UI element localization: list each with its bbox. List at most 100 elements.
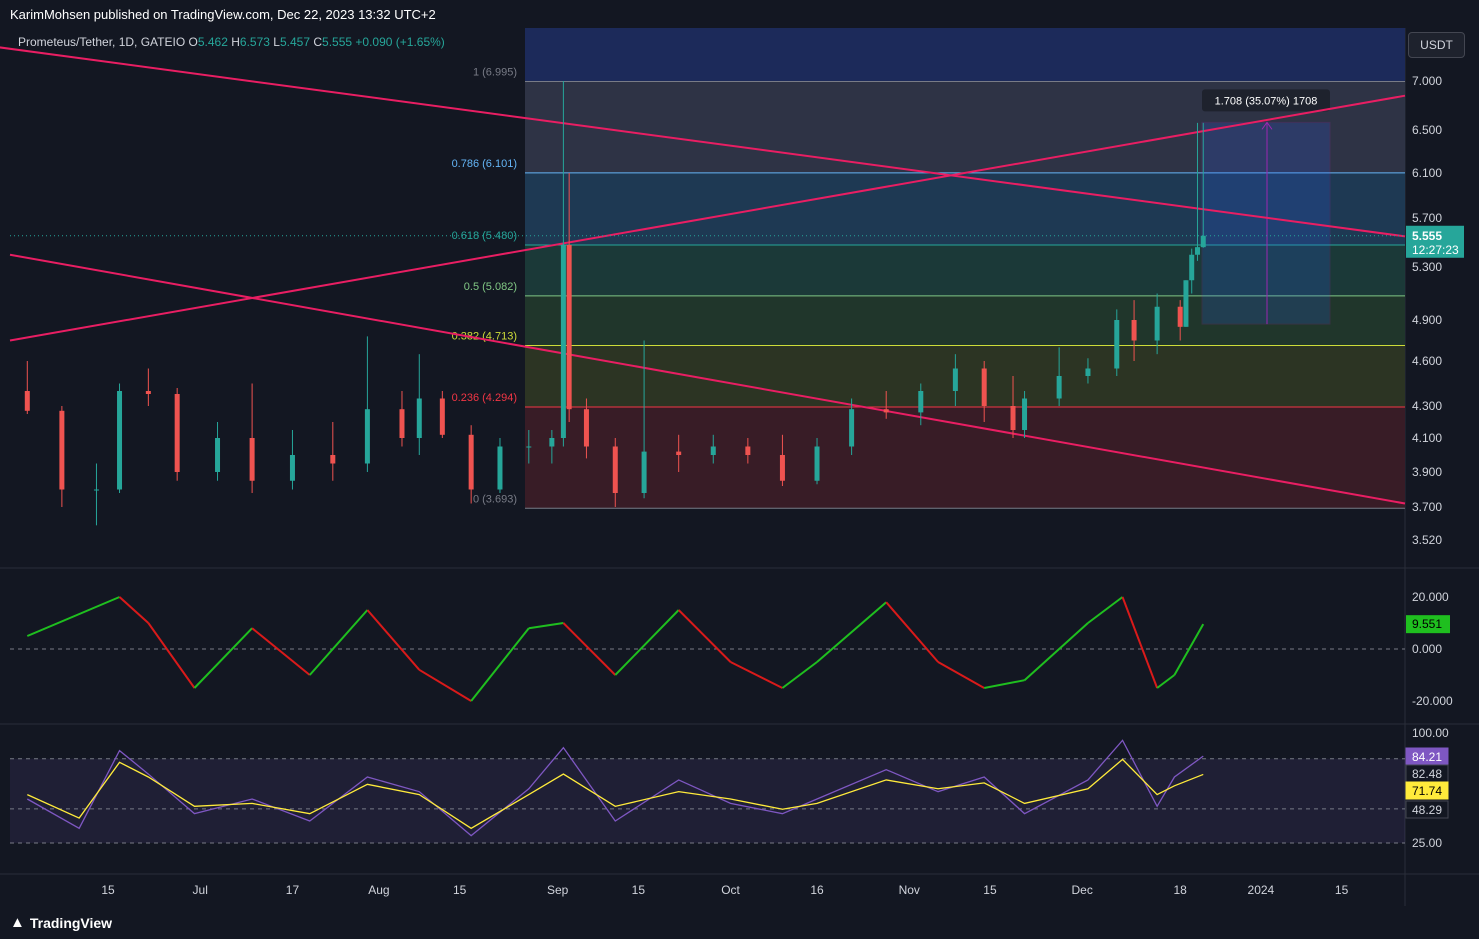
price-tick: 5.300 [1412, 260, 1442, 274]
candle-body [566, 244, 572, 410]
macd-segment [885, 601, 939, 663]
fib-zone [525, 172, 1405, 245]
candle-body [745, 446, 751, 455]
price-tick: 6.100 [1412, 166, 1442, 180]
candle-body [1022, 398, 1028, 430]
candle-body [1114, 320, 1120, 369]
candle-body [215, 438, 221, 472]
candle-body [439, 398, 445, 435]
price-tick: 5.700 [1412, 211, 1442, 225]
macd-segment [193, 627, 253, 689]
currency-button[interactable]: USDT [1408, 32, 1465, 58]
price-tick: 4.300 [1412, 399, 1442, 413]
macd-segment [816, 601, 887, 663]
candle-body [1085, 368, 1091, 376]
chart-canvas[interactable]: 1 (6.995) 0.786 (6.101) 0.618 (5.480) 0.5 (… [0, 0, 1479, 906]
macd-segment [366, 609, 421, 671]
rsi-badge [1405, 800, 1449, 819]
candle-body [1189, 254, 1195, 281]
candle-body [497, 446, 503, 490]
rsi-ma-line [27, 758, 1204, 830]
fib-level-label: 0.236 (4.294) [452, 392, 517, 404]
rsi-badge-value: 82.48 [1412, 767, 1442, 781]
price-tick: 4.100 [1412, 431, 1442, 445]
trendline [9, 253, 1406, 505]
publish-header: KarimMohsen published on TradingView.com… [0, 0, 1479, 28]
fib-zone [525, 244, 1405, 296]
candle-body [174, 394, 180, 472]
time-tick: 2024 [1248, 883, 1275, 897]
measure-arrow-head [1261, 121, 1273, 130]
macd-segment [1087, 596, 1124, 624]
rsi-badge [1405, 781, 1449, 800]
rsi-tick: 100.00 [1412, 726, 1449, 740]
time-tick: Nov [899, 883, 920, 897]
tradingview-logo[interactable]: ▲ TradingView [10, 914, 112, 931]
last-price-badge [1406, 225, 1464, 258]
fib-level-label: 0 (3.693) [473, 493, 517, 505]
candle-body [1183, 280, 1189, 327]
time-tick: Jul [193, 883, 208, 897]
macd-segment [26, 596, 120, 637]
fib-zone [525, 406, 1405, 509]
macd-tick: 0.000 [1412, 642, 1442, 656]
time-tick: Dec [1072, 883, 1093, 897]
price-tick: 3.700 [1412, 500, 1442, 514]
macd-segment [781, 661, 818, 689]
candle-body [1056, 376, 1062, 399]
candle-body [93, 489, 99, 491]
macd-segment [251, 627, 311, 676]
time-tick: 15 [101, 883, 115, 897]
candle-body [1154, 306, 1160, 341]
trendline [9, 94, 1406, 342]
rsi-band-fill [10, 758, 1405, 843]
candle-body [1131, 320, 1137, 341]
macd-segment [1023, 622, 1089, 681]
candle-body [1200, 235, 1206, 248]
macd-segment [677, 609, 732, 663]
time-tick: 17 [286, 883, 300, 897]
macd-segment [470, 627, 530, 702]
rsi-line [26, 739, 1204, 837]
macd-segment [147, 622, 196, 689]
candle-body [849, 409, 855, 447]
candle-body [249, 438, 255, 481]
price-tick: 4.600 [1412, 354, 1442, 368]
trendline [0, 46, 1406, 238]
candle-body [560, 244, 566, 438]
measure-label: 1.708 (35.07%) 1708 [1215, 95, 1318, 107]
time-tick: Oct [721, 883, 740, 897]
candle-body [1194, 247, 1200, 255]
fib-level-label: 0.382 (4.713) [452, 331, 517, 343]
candle-body [1010, 406, 1016, 430]
candle-body [145, 391, 151, 394]
rsi-badge-value: 84.21 [1412, 750, 1442, 764]
macd-segment [309, 609, 369, 676]
candle-body [641, 451, 647, 493]
candle-body [883, 409, 889, 413]
measure-label-bg [1202, 89, 1330, 112]
fib-level-label: 0.5 (5.082) [464, 281, 517, 293]
time-tick: 16 [810, 883, 824, 897]
candle-body [779, 455, 785, 481]
candle-body [399, 409, 405, 438]
time-tick: Aug [368, 883, 389, 897]
macd-segment [730, 661, 783, 689]
time-tick: Sep [547, 883, 569, 897]
macd-segment [528, 622, 564, 630]
rsi-badge-value: 71.74 [1412, 784, 1442, 798]
macd-segment [937, 661, 985, 689]
fib-level-label: 1 (6.995) [473, 66, 517, 78]
macd-value-badge [1406, 615, 1450, 634]
macd-tick: -20.000 [1412, 694, 1453, 708]
candle-body [710, 446, 716, 455]
macd-segment [1156, 674, 1176, 689]
candle-body [117, 391, 123, 490]
macd-segment [984, 679, 1025, 689]
candle-body [918, 391, 924, 413]
symbol-legend: Prometeus/Tether, 1D, GATEIO O5.462 H6.5… [18, 35, 445, 49]
candle-body [289, 455, 295, 481]
fib-level-label: 0.618 (5.480) [452, 230, 517, 242]
candle-body [952, 368, 958, 391]
time-tick: 15 [453, 883, 467, 897]
